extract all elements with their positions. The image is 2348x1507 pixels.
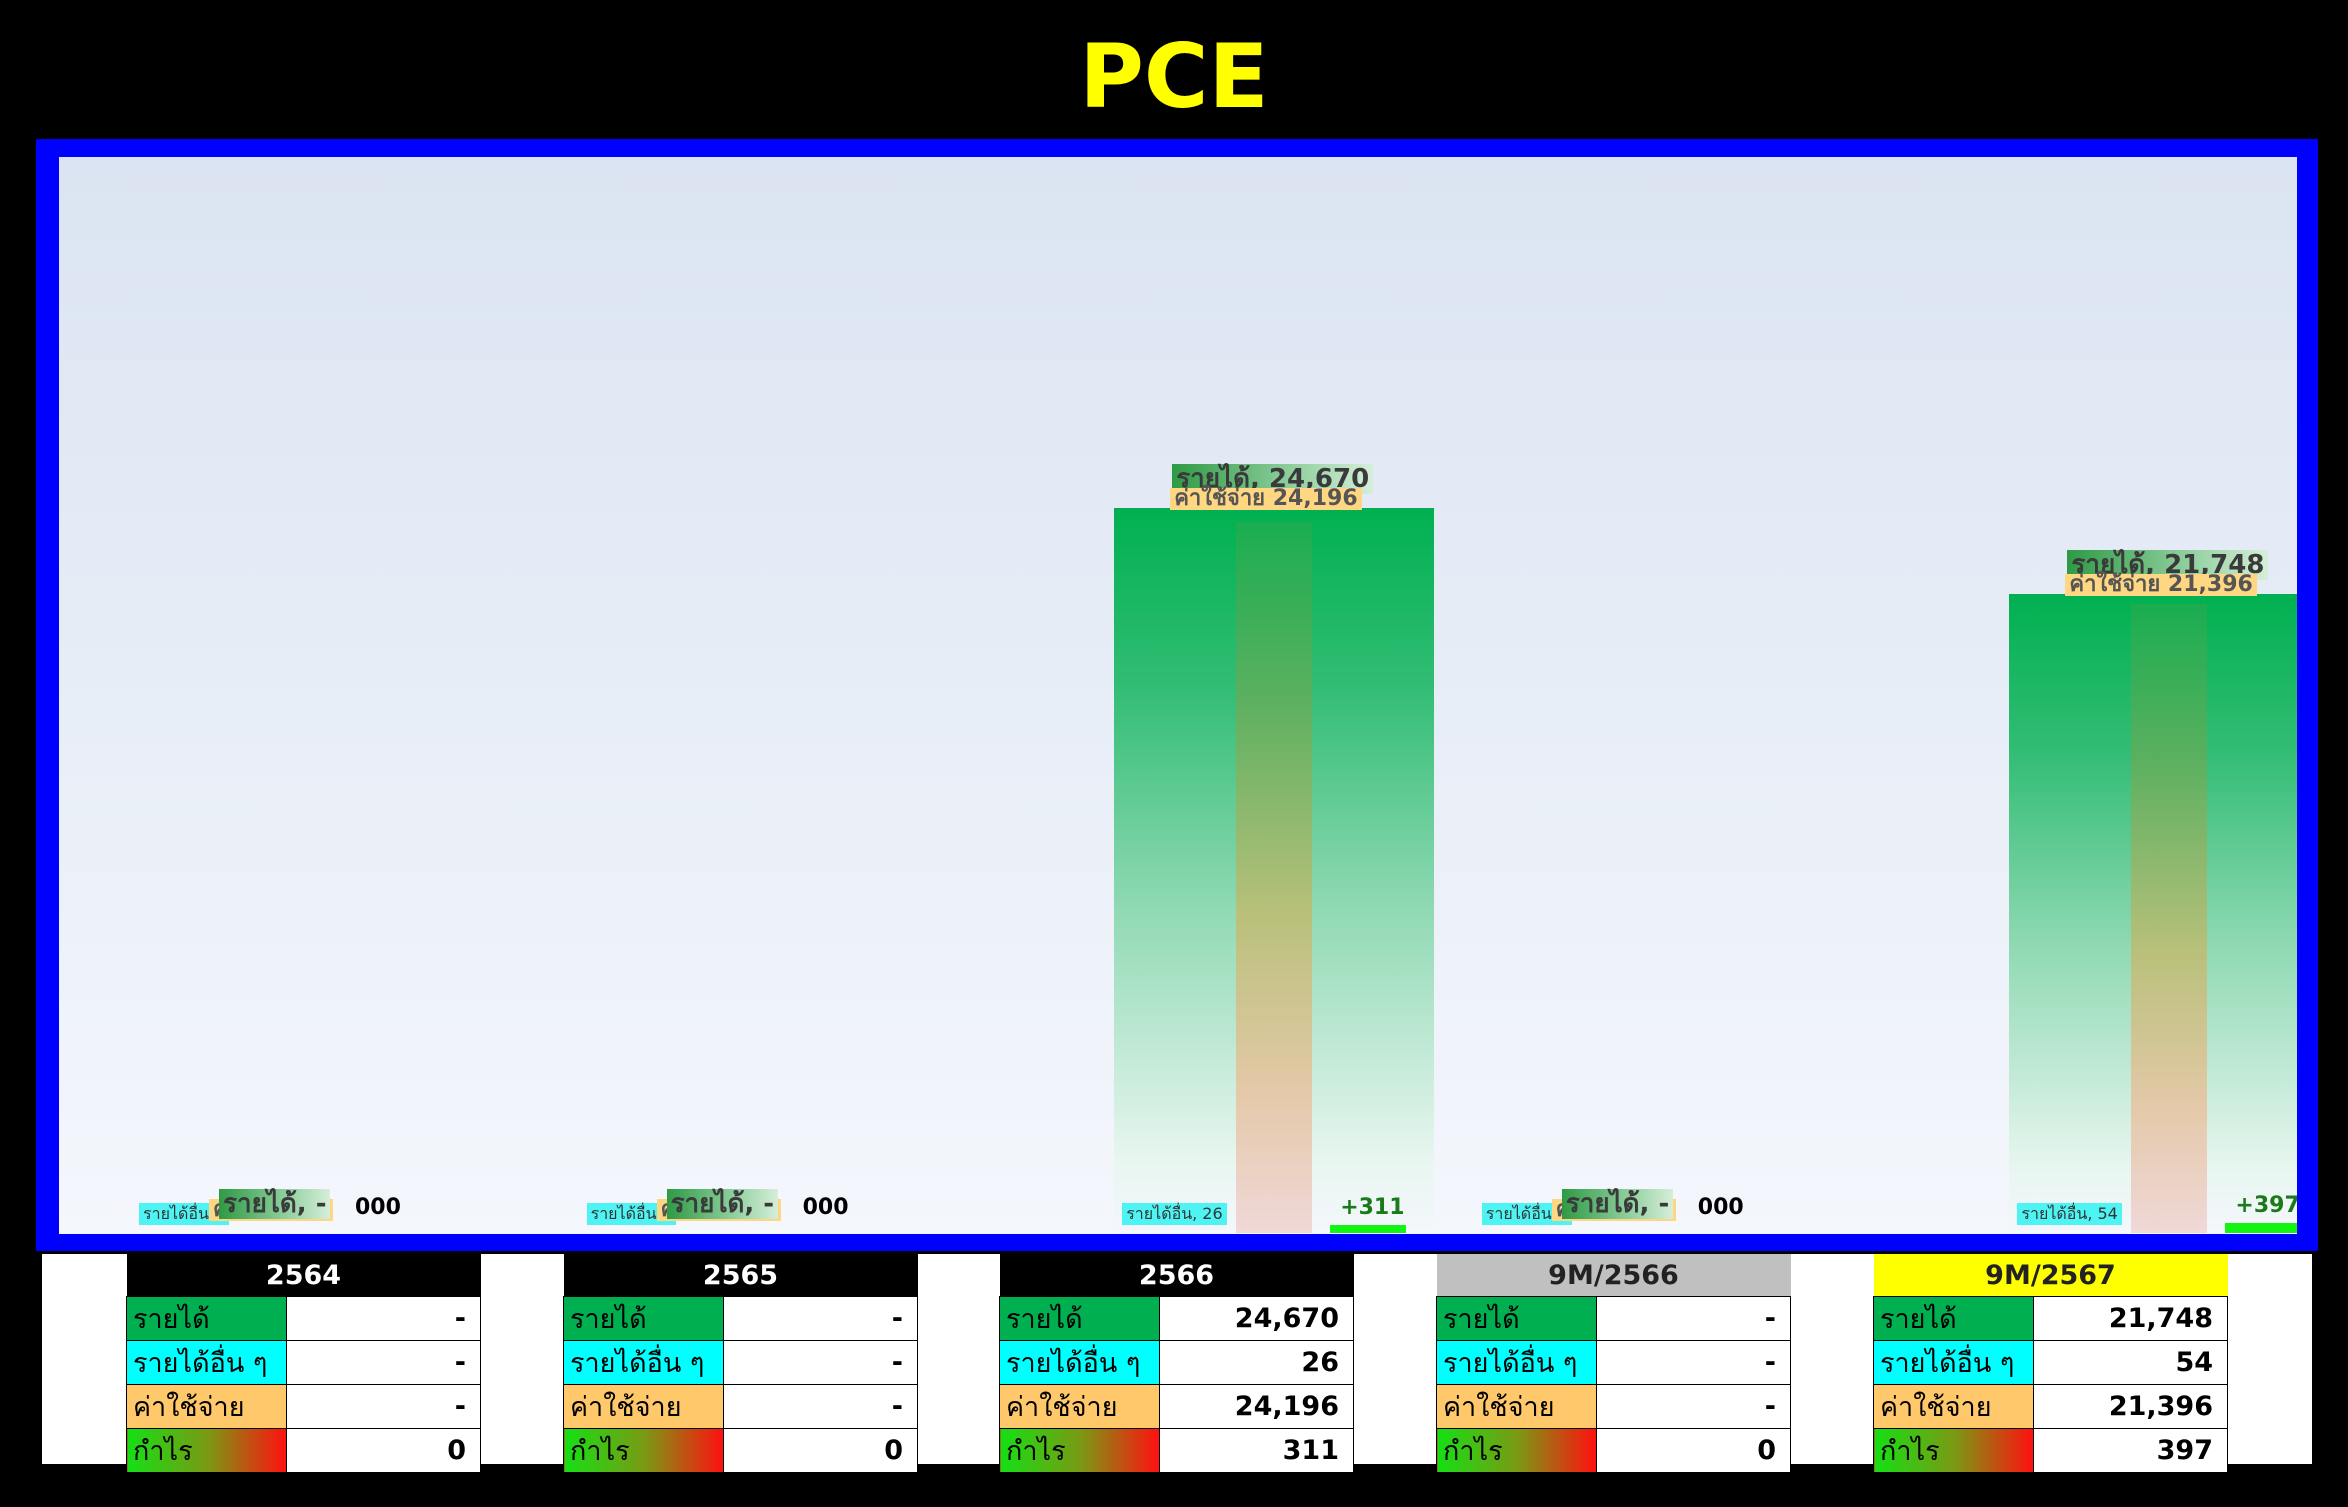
row-label-revenue: รายได้	[1873, 1296, 2034, 1341]
table-row: กำไร 0	[1436, 1428, 1792, 1473]
summary-table: 2564 รายได้ - รายได้อื่น ๆ - ค่าใช้จ่าย - กำไร 0	[126, 1254, 481, 1473]
other-income-data-label: รายได้อื่น, -	[586, 1203, 677, 1225]
row-value-other-income: 26	[1159, 1340, 1354, 1385]
row-label-profit: กำไร	[1873, 1428, 2034, 1473]
row-value-profit: 397	[2032, 1428, 2229, 1473]
profit-data-label: +397	[2235, 1192, 2297, 1218]
row-label-expense: ค่าใช้จ่าย	[999, 1384, 1160, 1429]
row-label-profit: กำไร	[126, 1428, 287, 1473]
row-label-revenue: รายได้	[126, 1296, 287, 1341]
row-value-profit: 0	[286, 1428, 481, 1473]
other-income-data-label: รายได้อื่น, -	[139, 1203, 229, 1225]
table-row: ค่าใช้จ่าย 21,396	[1873, 1384, 2229, 1429]
summary-table: 2565 รายได้ - รายได้อื่น ๆ - ค่าใช้จ่าย - กำไร 0	[563, 1254, 918, 1473]
page-title: PCE	[1079, 25, 1269, 128]
profit-bar	[1330, 1224, 1407, 1233]
table-row: รายได้ -	[1436, 1296, 1792, 1341]
table-row: รายได้อื่น ๆ 54	[1873, 1340, 2229, 1385]
table-row: รายได้ 21,748	[1873, 1296, 2229, 1341]
row-label-expense: ค่าใช้จ่าย	[1873, 1384, 2034, 1429]
revenue-data-label: รายได้, -	[219, 1189, 331, 1219]
table-row: กำไร 0	[563, 1428, 918, 1473]
row-value-revenue: 21,748	[2032, 1296, 2229, 1341]
table-row: กำไร 311	[999, 1428, 1354, 1473]
row-label-expense: ค่าใช้จ่าย	[563, 1384, 724, 1429]
revenue-data-label: รายได้, -	[666, 1189, 779, 1219]
table-period-header: 9M/2567	[1873, 1254, 2228, 1297]
revenue-data-label: รายได้, -	[1561, 1189, 1674, 1219]
profit-data-label: 000	[802, 1195, 849, 1220]
table-row: รายได้อื่น ๆ-	[563, 1340, 918, 1385]
table-row: กำไร 397	[1873, 1428, 2229, 1473]
row-value-expense: 21,396	[2032, 1384, 2229, 1429]
row-value-expense: -	[1595, 1384, 1792, 1429]
row-label-other-income: รายได้อื่น ๆ	[1873, 1340, 2034, 1385]
row-label-profit: กำไร	[563, 1428, 724, 1473]
row-value-other-income: -	[286, 1340, 481, 1385]
table-row: กำไร 0	[126, 1428, 481, 1473]
table-row: รายได้อื่น ๆ-	[126, 1340, 481, 1385]
table-row: รายได้ 24,670	[999, 1296, 1354, 1341]
profit-bar	[2225, 1222, 2297, 1233]
expense-data-label: ค่าใช้จ่าย 21,396	[2065, 573, 2257, 596]
row-label-other-income: รายได้อื่น ๆ	[999, 1340, 1160, 1385]
row-value-expense: 24,196	[1159, 1384, 1354, 1429]
row-value-revenue: -	[286, 1296, 481, 1341]
table-period-header: 2565	[563, 1254, 918, 1297]
expense-bar	[1236, 521, 1313, 1233]
other-income-data-label: รายได้อื่น, 54	[2017, 1203, 2122, 1225]
row-value-other-income: -	[1595, 1340, 1792, 1385]
table-row: ค่าใช้จ่าย -	[126, 1384, 481, 1429]
table-row: ค่าใช้จ่าย 24,196	[999, 1384, 1354, 1429]
other-income-data-label: รายได้อื่น, 26	[1122, 1203, 1227, 1225]
row-label-revenue: รายได้	[1436, 1296, 1597, 1341]
row-label-revenue: รายได้	[999, 1296, 1160, 1341]
row-value-revenue: 24,670	[1159, 1296, 1354, 1341]
other-income-data-label: รายได้อื่น, -	[1481, 1203, 1572, 1225]
row-value-profit: 0	[723, 1428, 918, 1473]
row-label-profit: กำไร	[999, 1428, 1160, 1473]
row-value-expense: -	[286, 1384, 481, 1429]
row-label-expense: ค่าใช้จ่าย	[1436, 1384, 1597, 1429]
row-label-expense: ค่าใช้จ่าย	[126, 1384, 287, 1429]
row-value-other-income: 54	[2032, 1340, 2229, 1385]
row-value-profit: 0	[1595, 1428, 1792, 1473]
table-period-header: 2564	[126, 1254, 481, 1297]
row-value-revenue: -	[1595, 1296, 1792, 1341]
row-value-expense: -	[723, 1384, 918, 1429]
chart-plot-area: รายได้อื่น, -ค่าใช้จ่าย, -รายได้, -000รา…	[59, 157, 2297, 1234]
table-row: ค่าใช้จ่าย -	[1436, 1384, 1792, 1429]
row-label-other-income: รายได้อื่น ๆ	[563, 1340, 724, 1385]
profit-data-label: +311	[1340, 1194, 1405, 1220]
summary-table: 9M/2566 รายได้ - รายได้อื่น ๆ - ค่าใช้จ่าย - กำ…	[1436, 1254, 1792, 1473]
summary-table: 2566 รายได้ 24,670 รายได้อื่น ๆ 26 ค่าใช้จ่าย…	[999, 1254, 1354, 1473]
row-label-revenue: รายได้	[563, 1296, 724, 1341]
profit-data-label: 000	[355, 1195, 401, 1220]
table-row: รายได้ -	[126, 1296, 481, 1341]
row-label-profit: กำไร	[1436, 1428, 1597, 1473]
profit-data-label: 000	[1697, 1195, 1744, 1220]
row-value-profit: 311	[1159, 1428, 1354, 1473]
row-value-other-income: -	[723, 1340, 918, 1385]
expense-data-label: ค่าใช้จ่าย 24,196	[1170, 487, 1362, 510]
table-row: รายได้อื่น ๆ 26	[999, 1340, 1354, 1385]
summary-table: 9M/2567 รายได้ 21,748 รายได้อื่น ๆ 54 ค่าใช้จ…	[1873, 1254, 2229, 1473]
expense-bar	[2131, 603, 2208, 1233]
row-value-revenue: -	[723, 1296, 918, 1341]
row-label-other-income: รายได้อื่น ๆ	[126, 1340, 287, 1385]
table-period-header: 9M/2566	[1436, 1254, 1791, 1297]
table-row: รายได้อื่น ๆ-	[1436, 1340, 1792, 1385]
table-row: ค่าใช้จ่าย -	[563, 1384, 918, 1429]
row-label-other-income: รายได้อื่น ๆ	[1436, 1340, 1597, 1385]
table-period-header: 2566	[999, 1254, 1354, 1297]
table-row: รายได้ -	[563, 1296, 918, 1341]
